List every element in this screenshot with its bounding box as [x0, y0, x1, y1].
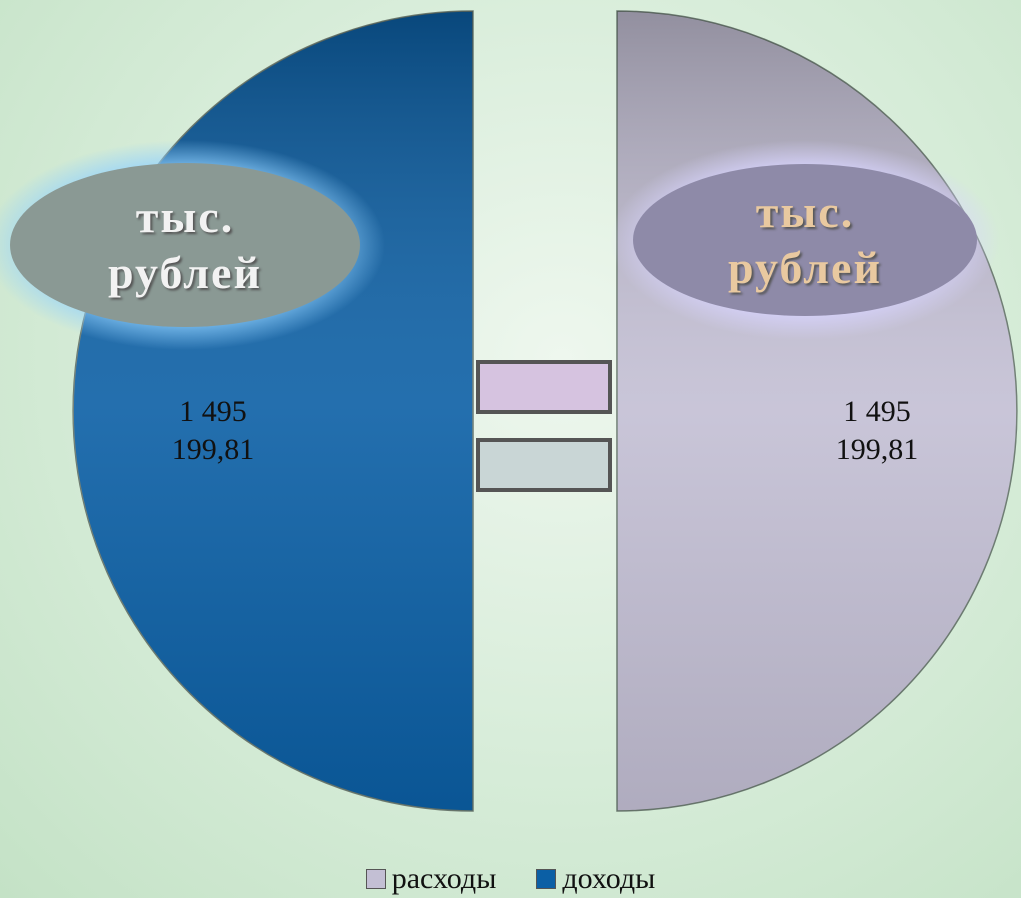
annotation-bubble: [10, 163, 360, 327]
data-label: 1 495 199,81: [171, 395, 255, 466]
decor-box: [476, 438, 612, 492]
decor-box: [476, 360, 612, 414]
slice-shade: [73, 11, 473, 811]
legend-label: доходы: [562, 862, 656, 895]
legend-item: расходы: [365, 862, 497, 896]
legend-item: доходы: [536, 862, 655, 896]
annotation-bubble: [633, 164, 977, 316]
data-label: 1 495 199,81: [835, 395, 919, 466]
legend: расходы доходы: [0, 862, 1021, 896]
legend-key: [536, 869, 557, 889]
annotation: тыс. рублей: [728, 186, 882, 293]
slice-shade: [617, 11, 1017, 811]
annotation: тыс. рублей: [108, 191, 262, 298]
legend-key: [365, 869, 386, 889]
legend-label: расходы: [391, 862, 497, 895]
